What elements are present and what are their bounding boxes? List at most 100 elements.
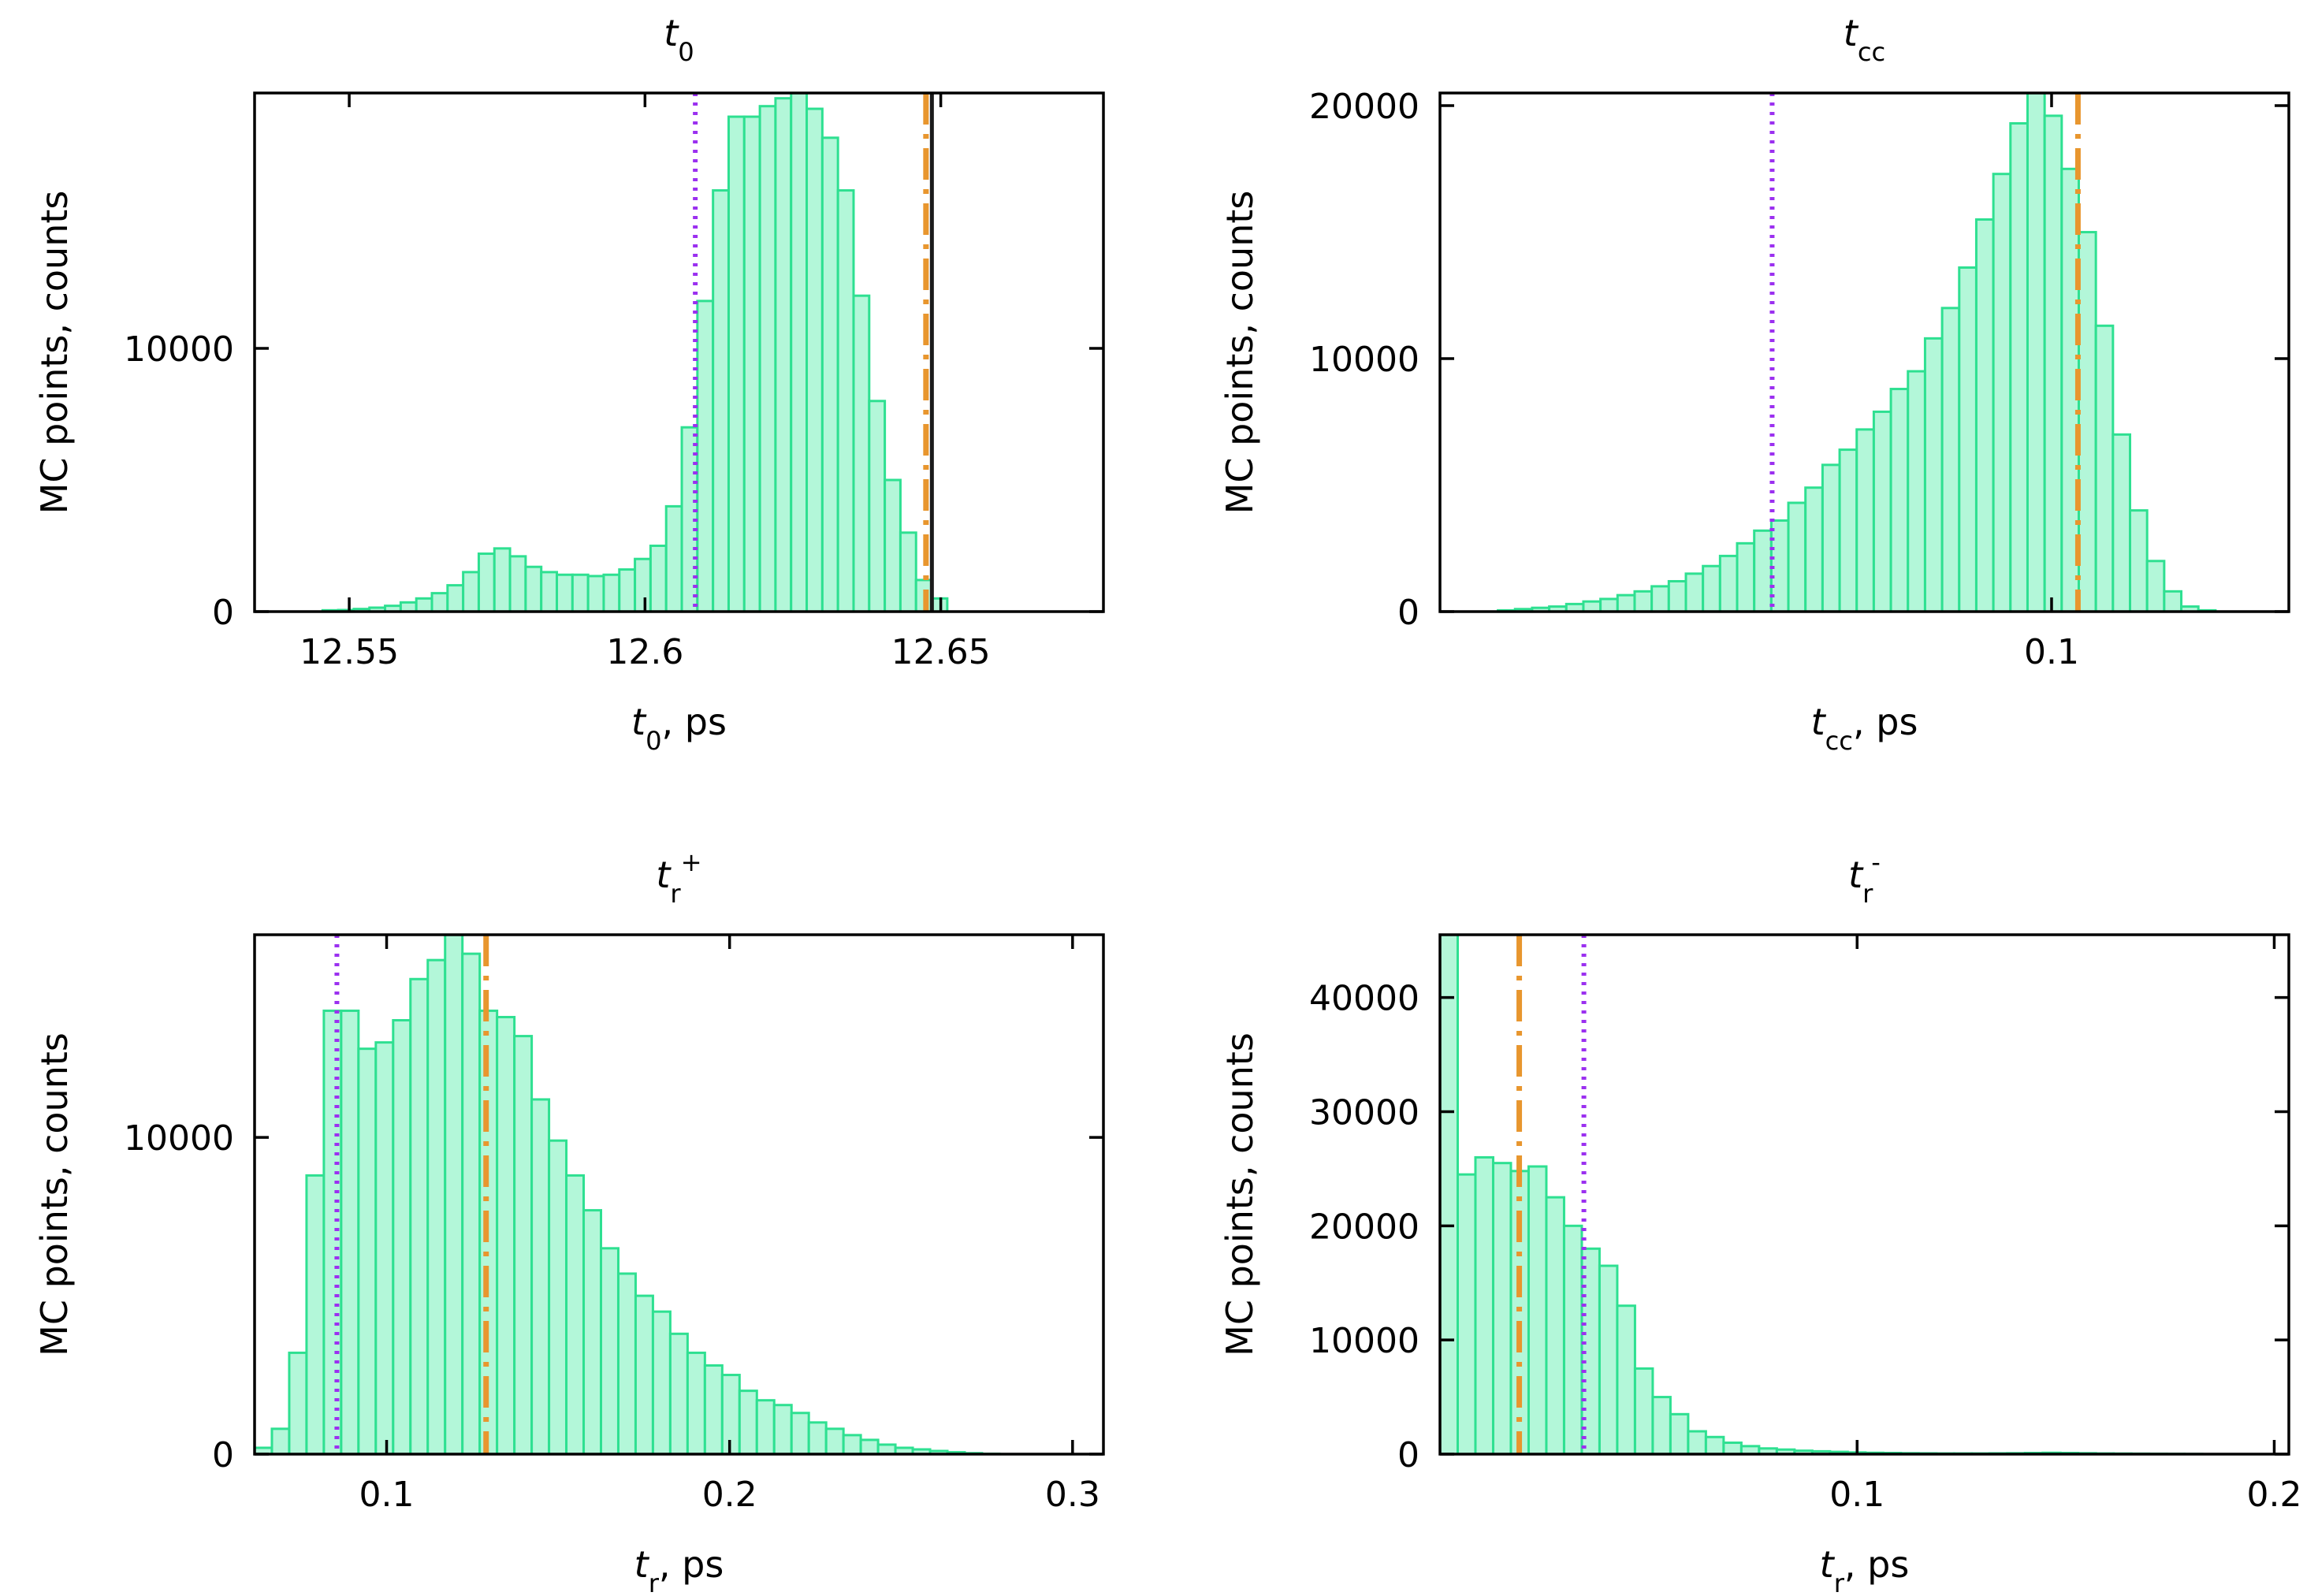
histogram-bar xyxy=(430,592,449,612)
histogram-bar xyxy=(686,1351,706,1454)
histogram-bar xyxy=(1582,600,1602,612)
y-tick-label: 40000 xyxy=(1309,979,1419,1019)
label-suffix: , ps xyxy=(1853,701,1918,743)
histogram-bar xyxy=(634,557,652,612)
histogram-bar xyxy=(651,1310,672,1454)
histogram-bar xyxy=(1440,935,1459,1454)
histogram-bar xyxy=(738,1390,758,1454)
label-subscript: 0 xyxy=(646,726,661,756)
histogram-bar xyxy=(461,952,482,1454)
label-suffix: , ps xyxy=(662,701,727,743)
histogram-bars xyxy=(321,93,949,612)
plot-frame xyxy=(1438,933,2290,1456)
label-variable: t xyxy=(1811,701,1827,743)
label-subscript: cc xyxy=(1858,37,1885,67)
histogram-bar xyxy=(1718,554,1739,612)
histogram-bar xyxy=(513,1035,534,1454)
histogram-bars xyxy=(1440,935,2204,1454)
y-tick-label: 0 xyxy=(1397,593,1419,633)
histogram-bar xyxy=(556,573,574,612)
x-tick-label: 0.1 xyxy=(359,1475,415,1515)
histogram-bar xyxy=(493,547,512,612)
histogram-bar xyxy=(524,565,543,612)
histogram-bar xyxy=(1907,370,1926,612)
histogram-bar xyxy=(548,1139,568,1454)
label-subscript: r xyxy=(1862,879,1873,909)
panel-title: tcc xyxy=(1844,12,1885,67)
y-axis-label: MC points, counts xyxy=(33,1032,76,1356)
histogram-bar xyxy=(477,552,496,612)
label-subscript: cc xyxy=(1825,726,1853,756)
histogram-bar xyxy=(852,294,871,612)
y-axis-label: MC points, counts xyxy=(1219,191,1261,515)
label-variable: t xyxy=(1844,12,1859,54)
histogram-bar xyxy=(1974,218,1995,612)
histogram-bar xyxy=(357,1047,378,1454)
histogram-bar xyxy=(1992,173,2012,612)
histogram-bar xyxy=(1821,463,1841,612)
histogram-bars xyxy=(1497,93,2217,612)
plot-frame xyxy=(253,933,1105,1456)
histogram-bar xyxy=(1787,501,1807,612)
histogram-bar xyxy=(508,555,527,612)
histogram-bar xyxy=(1616,1304,1636,1454)
y-tick-label: 0 xyxy=(212,593,234,633)
histogram-bar xyxy=(392,1018,412,1454)
histogram-bar xyxy=(2180,605,2200,612)
marker-lines xyxy=(1769,93,2081,612)
histogram-bar xyxy=(1872,410,1892,612)
histogram-bar xyxy=(1616,593,1636,612)
histogram-bar xyxy=(2145,560,2166,612)
histogram-bar xyxy=(842,1434,862,1454)
histogram-bar xyxy=(618,568,637,612)
histogram-bar xyxy=(1684,572,1705,612)
histogram-bar xyxy=(2112,433,2132,612)
histogram-bar xyxy=(820,136,839,612)
x-axis-label: tcc, ps xyxy=(1811,701,1918,756)
histogram-bar xyxy=(530,1098,551,1454)
histogram-bar xyxy=(712,189,730,612)
histogram-bar xyxy=(790,1412,810,1454)
histogram-bar xyxy=(1722,1442,1743,1454)
histogram-bar xyxy=(446,584,465,612)
label-variable: t xyxy=(631,701,647,743)
x-tick-label: 12.65 xyxy=(891,632,991,672)
y-axis-label: MC points, counts xyxy=(33,191,76,515)
histogram-bar xyxy=(462,571,480,612)
histogram-bar xyxy=(1702,564,1721,612)
histogram-bar xyxy=(602,573,621,612)
histogram-bar xyxy=(1687,1430,1707,1454)
label-variable: t xyxy=(1820,1543,1836,1586)
histogram-bar xyxy=(415,597,433,612)
y-tick-label: 10000 xyxy=(1309,1321,1419,1361)
histogram-bar xyxy=(1474,1155,1494,1454)
histogram-bar xyxy=(2077,231,2097,612)
histogram-bar xyxy=(1838,448,1858,612)
histogram-bar xyxy=(806,107,824,612)
label-suffix: , ps xyxy=(659,1543,724,1586)
y-tick-label: 0 xyxy=(212,1435,234,1475)
histogram-bar xyxy=(703,1363,724,1454)
histogram-bar xyxy=(1667,579,1687,612)
label-subscript: r xyxy=(649,1568,660,1596)
histogram-bar xyxy=(1599,597,1619,612)
label-variable: t xyxy=(656,854,672,896)
histogram-bar xyxy=(790,93,809,612)
histogram-bar xyxy=(807,1421,828,1454)
histogram-bar xyxy=(1562,1224,1583,1454)
histogram-bar xyxy=(664,504,683,612)
panel-title: t0 xyxy=(664,12,694,67)
y-tick-label: 10000 xyxy=(124,1118,234,1159)
label-variable: t xyxy=(664,12,679,54)
histogram-bar xyxy=(1633,590,1654,612)
histogram-bar xyxy=(399,601,418,612)
x-tick-label: 12.6 xyxy=(606,632,683,672)
histogram-bar xyxy=(742,115,761,612)
histogram-bar xyxy=(1456,1173,1477,1454)
histogram-bar xyxy=(824,1427,845,1454)
histogram-bar xyxy=(868,400,887,612)
histogram-bar xyxy=(1669,1412,1690,1454)
histogram-bar xyxy=(859,1438,880,1454)
